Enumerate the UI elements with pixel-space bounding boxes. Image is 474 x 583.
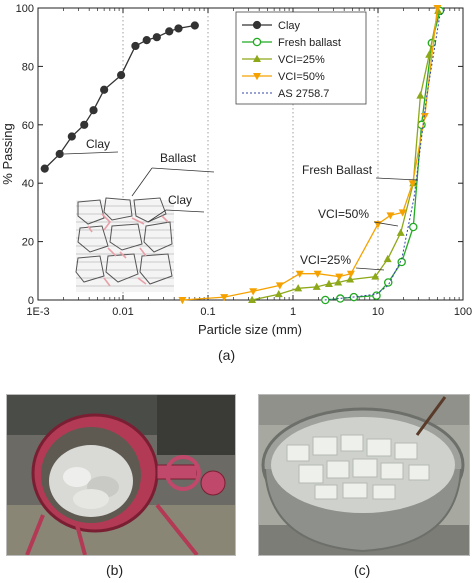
data-point-clay <box>41 165 48 172</box>
legend-label-vci-50: VCI=50% <box>278 71 325 83</box>
x-axis-label: Particle size (mm) <box>198 322 302 337</box>
data-point-clay <box>191 22 198 29</box>
grading-chart: 1E-3 0.01 0.1 1 10 100 0 20 40 60 80 100 <box>0 0 474 345</box>
x-tick-label: 1 <box>290 306 296 318</box>
y-tick-label: 100 <box>16 3 34 15</box>
data-point-clay <box>143 37 150 44</box>
data-point-fresh-ballast <box>410 223 417 230</box>
annotation-clay-upper: Clay <box>86 137 110 151</box>
annotation-fresh-ballast: Fresh Ballast <box>302 163 373 177</box>
data-point-clay <box>56 150 63 157</box>
concrete-mixer-photo <box>6 394 236 556</box>
y-tick-label: 60 <box>22 120 34 132</box>
annotation-ballast: Ballast <box>160 151 197 165</box>
ballast-bucket-photo <box>258 394 470 556</box>
data-point-fresh-ballast <box>373 292 380 299</box>
x-tick-label: 1E-3 <box>26 306 49 318</box>
legend-label-vci-25: VCI=25% <box>278 54 325 66</box>
legend-label-clay: Clay <box>278 20 301 32</box>
y-tick-label: 80 <box>22 61 34 73</box>
caption-c: (c) <box>354 562 370 578</box>
legend-marker-fresh-ballast <box>253 38 260 45</box>
legend-label-fresh-ballast: Fresh ballast <box>278 37 341 49</box>
legend-marker-clay <box>253 21 260 28</box>
data-point-clay <box>81 121 88 128</box>
y-axis-label: % Passing <box>0 123 15 184</box>
caption-b: (b) <box>106 562 123 578</box>
legend: Clay Fresh ballast VCI=25% VCI=50% AS 2758.7 <box>236 12 366 104</box>
data-point-clay <box>90 107 97 114</box>
data-point-clay <box>153 34 160 41</box>
legend-label-as-2758-7: AS 2758.7 <box>278 88 329 100</box>
y-tick-label: 20 <box>22 237 34 249</box>
annotation-vci50: VCI=50% <box>318 207 369 221</box>
data-point-clay <box>118 72 125 79</box>
x-tick-label: 0.01 <box>112 306 133 318</box>
x-tick-label: 100 <box>454 306 472 318</box>
y-tick-label: 40 <box>22 178 34 190</box>
annotation-clay-inset: Clay <box>168 193 192 207</box>
y-tick-label: 0 <box>28 295 34 307</box>
data-point-clay <box>166 28 173 35</box>
x-tick-label: 10 <box>372 306 384 318</box>
data-point-clay <box>175 25 182 32</box>
caption-a: (a) <box>218 347 235 363</box>
data-point-clay <box>101 86 108 93</box>
data-point-fresh-ballast <box>398 258 405 265</box>
annotation-vci25: VCI=25% <box>300 253 351 267</box>
data-point-clay <box>132 42 139 49</box>
x-tick-label: 0.1 <box>200 306 215 318</box>
data-point-clay <box>68 133 75 140</box>
data-point-vci-50 <box>178 297 186 304</box>
ballast-clay-illustration <box>76 198 174 292</box>
